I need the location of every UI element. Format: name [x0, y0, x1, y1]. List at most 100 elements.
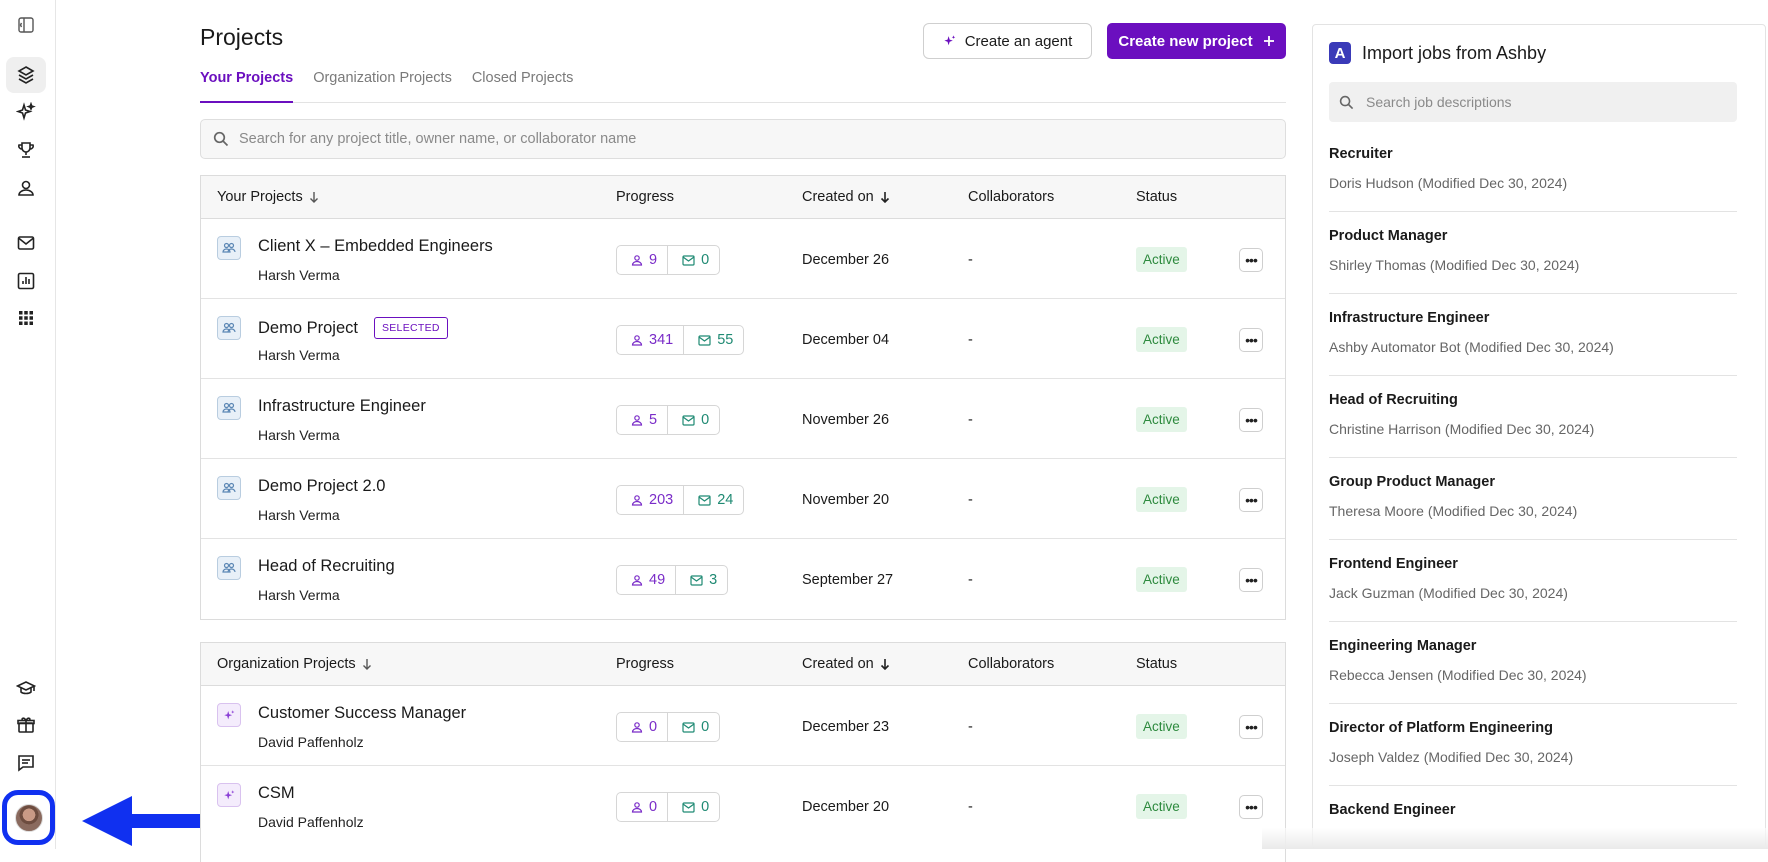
- outreach-count-value: 0: [701, 719, 710, 735]
- team-icon: [217, 236, 241, 260]
- outreach-count-value: 24: [717, 492, 734, 508]
- project-search-input[interactable]: [239, 131, 1239, 147]
- table-row[interactable]: Head of Recruiting Harsh Verma 49 3 Sept…: [201, 539, 1285, 619]
- user-avatar[interactable]: [14, 803, 43, 832]
- create-agent-button[interactable]: Create an agent: [923, 23, 1092, 59]
- panel-header: A Import jobs from Ashby: [1329, 42, 1546, 64]
- gift-icon[interactable]: [6, 707, 46, 743]
- job-meta: Christine Harrison (Modified Dec 30, 202…: [1329, 421, 1595, 437]
- created-date: September 27: [802, 572, 894, 588]
- candidates-count[interactable]: 49: [617, 566, 675, 594]
- sort-arrow-icon: [362, 659, 371, 670]
- list-item[interactable]: Backend Engineer: [1329, 786, 1737, 848]
- more-options-button[interactable]: •••: [1239, 715, 1263, 739]
- list-item[interactable]: Product Manager Shirley Thomas (Modified …: [1329, 212, 1737, 294]
- project-title[interactable]: Head of Recruiting: [258, 557, 395, 576]
- outreach-count[interactable]: 55: [683, 326, 743, 354]
- outreach-count-value: 0: [701, 252, 710, 268]
- col-header-name[interactable]: Organization Projects: [217, 656, 372, 672]
- outreach-count[interactable]: 0: [667, 406, 719, 434]
- mail-icon[interactable]: [6, 225, 46, 261]
- candidates-count-value: 0: [649, 799, 658, 815]
- candidates-count[interactable]: 0: [617, 713, 667, 741]
- job-meta: Shirley Thomas (Modified Dec 30, 2024): [1329, 257, 1580, 273]
- col-header-name[interactable]: Your Projects: [217, 189, 319, 205]
- job-title: Group Product Manager: [1329, 474, 1495, 490]
- more-options-button[interactable]: •••: [1239, 248, 1263, 272]
- list-item[interactable]: Infrastructure Engineer Ashby Automator B…: [1329, 294, 1737, 376]
- candidates-count[interactable]: 0: [617, 793, 667, 821]
- list-item[interactable]: Recruiter Doris Hudson (Modified Dec 30, …: [1329, 130, 1737, 212]
- outreach-count[interactable]: 0: [667, 246, 719, 274]
- project-title[interactable]: Customer Success Manager: [258, 704, 466, 723]
- project-title[interactable]: Client X – Embedded Engineers: [258, 237, 493, 256]
- collaborators: -: [968, 572, 973, 588]
- project-title[interactable]: Infrastructure Engineer: [258, 397, 426, 416]
- job-meta: Jack Guzman (Modified Dec 30, 2024): [1329, 585, 1568, 601]
- projects-icon[interactable]: [6, 57, 46, 93]
- project-search: [200, 119, 1286, 159]
- outreach-count[interactable]: 0: [667, 713, 719, 741]
- col-header-created-label: Created on: [802, 656, 874, 672]
- person-icon: [631, 722, 643, 733]
- outreach-count[interactable]: 0: [667, 793, 719, 821]
- sparkle-icon[interactable]: [6, 94, 46, 130]
- col-header-created[interactable]: Created on: [802, 656, 890, 672]
- list-item[interactable]: Director of Platform Engineering Joseph V…: [1329, 704, 1737, 786]
- candidates-count[interactable]: 9: [617, 246, 667, 274]
- tab-closed-projects[interactable]: Closed Projects: [471, 70, 574, 86]
- outreach-count[interactable]: 3: [675, 566, 727, 594]
- col-header-created[interactable]: Created on: [802, 189, 890, 205]
- sidebar-toggle-icon[interactable]: [6, 7, 46, 43]
- list-item[interactable]: Group Product Manager Theresa Moore (Modi…: [1329, 458, 1737, 540]
- created-date: November 26: [802, 412, 890, 428]
- job-search-input[interactable]: [1366, 94, 1726, 110]
- analytics-icon[interactable]: [6, 263, 46, 299]
- table-row[interactable]: Customer Success Manager David Paffenhol…: [201, 686, 1285, 766]
- candidates-count[interactable]: 341: [617, 326, 683, 354]
- list-item[interactable]: Engineering Manager Rebecca Jensen (Modif…: [1329, 622, 1737, 704]
- status-badge: Active: [1136, 567, 1187, 592]
- ellipsis-icon: •••: [1245, 572, 1258, 588]
- more-options-button[interactable]: •••: [1239, 795, 1263, 819]
- more-options-button[interactable]: •••: [1239, 328, 1263, 352]
- create-new-project-button[interactable]: Create new project: [1107, 23, 1286, 59]
- list-item[interactable]: Frontend Engineer Jack Guzman (Modified D…: [1329, 540, 1737, 622]
- more-options-button[interactable]: •••: [1239, 488, 1263, 512]
- status-badge: Active: [1136, 327, 1187, 352]
- selected-badge: SELECTED: [373, 317, 448, 339]
- status-badge: Active: [1136, 487, 1187, 512]
- created-date: December 23: [802, 719, 890, 735]
- job-title: Head of Recruiting: [1329, 392, 1458, 408]
- candidates-count[interactable]: 5: [617, 406, 667, 434]
- agent-sparkle-icon: [217, 703, 241, 727]
- feedback-icon[interactable]: [6, 745, 46, 781]
- person-icon[interactable]: [6, 170, 46, 206]
- mail-icon: [682, 414, 695, 426]
- list-item[interactable]: Head of Recruiting Christine Harrison (Mo…: [1329, 376, 1737, 458]
- agent-sparkle-icon: [217, 783, 241, 807]
- table-row[interactable]: Client X – Embedded Engineers Harsh Verm…: [201, 219, 1285, 299]
- more-options-button[interactable]: •••: [1239, 408, 1263, 432]
- candidates-count[interactable]: 203: [617, 486, 683, 514]
- table-row[interactable]: Infrastructure Engineer Harsh Verma 5 0 …: [201, 379, 1285, 459]
- tab-your-projects[interactable]: Your Projects: [200, 68, 294, 103]
- outreach-count[interactable]: 24: [683, 486, 743, 514]
- job-meta: Theresa Moore (Modified Dec 30, 2024): [1329, 503, 1578, 519]
- job-meta: Joseph Valdez (Modified Dec 30, 2024): [1329, 749, 1574, 765]
- apps-grid-icon[interactable]: [6, 300, 46, 336]
- more-options-button[interactable]: •••: [1239, 568, 1263, 592]
- trophy-icon[interactable]: [6, 132, 46, 168]
- collaborators: -: [968, 412, 973, 428]
- collaborators: -: [968, 252, 973, 268]
- project-title[interactable]: CSM: [258, 784, 295, 803]
- table-row[interactable]: Demo Project 2.0 Harsh Verma 203 24 Nove…: [201, 459, 1285, 539]
- table-row[interactable]: CSM David Paffenholz 0 0 December 20 - A…: [201, 766, 1285, 846]
- graduation-cap-icon[interactable]: [6, 670, 46, 706]
- candidates-count-value: 9: [649, 252, 658, 268]
- project-title[interactable]: Demo Project SELECTED: [258, 317, 448, 339]
- project-title[interactable]: Demo Project 2.0: [258, 477, 385, 496]
- tab-organization-projects[interactable]: Organization Projects: [313, 70, 452, 86]
- person-icon: [631, 575, 643, 586]
- table-row[interactable]: Demo Project SELECTED Harsh Verma 341 55 …: [201, 299, 1285, 379]
